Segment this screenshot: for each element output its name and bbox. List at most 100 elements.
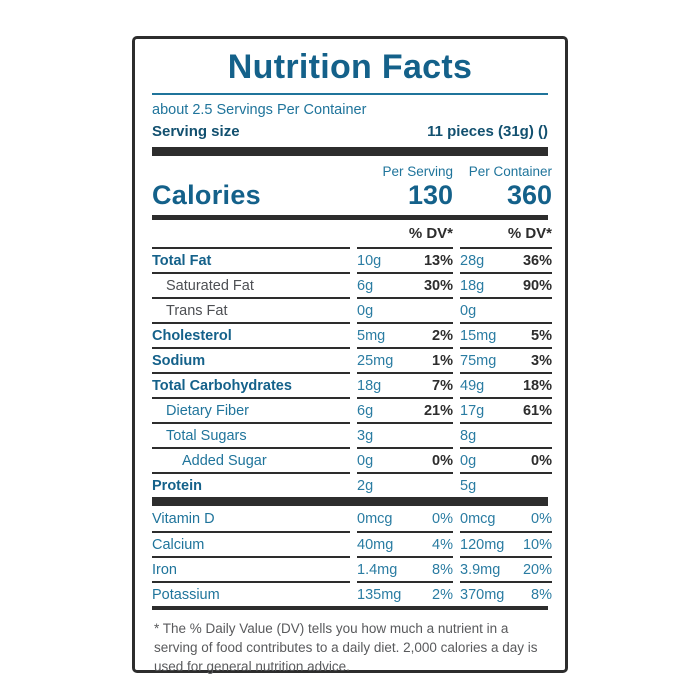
thick-divider-bottom [152, 606, 548, 611]
thick-divider-top [152, 147, 548, 157]
container-amount: 0g [460, 452, 477, 469]
serving-amount: 3g [357, 427, 374, 444]
serving-amount: 10g [357, 252, 382, 269]
nutrient-row: Potassium 135mg 2% 370mg 8% [152, 581, 552, 606]
container-amount: 15mg [460, 327, 497, 344]
container-dv: 61% [522, 402, 552, 419]
calories-label: Calories [152, 180, 261, 211]
micronutrient-rows: Vitamin D 0mcg 0% 0mcg 0% Calcium 40mg 4… [152, 506, 552, 606]
nutrient-name: Potassium [152, 586, 220, 603]
nutrient-row: Vitamin D 0mcg 0% 0mcg 0% [152, 506, 552, 531]
container-amount: 18g [460, 277, 485, 294]
container-dv: 3% [531, 352, 552, 369]
serving-amount: 0g [357, 302, 374, 319]
nutrient-name: Cholesterol [152, 327, 232, 344]
dv-header-container: % DV* [507, 225, 552, 243]
serving-amount: 0g [357, 452, 374, 469]
nutrient-name: Saturated Fat [166, 277, 254, 294]
nutrient-name: Vitamin D [152, 510, 215, 527]
calories-per-serving: 130 [407, 180, 453, 211]
container-dv: 0% [531, 452, 552, 469]
container-dv: 10% [522, 536, 552, 553]
nutrient-row: Iron 1.4mg 8% 3.9mg 20% [152, 556, 552, 581]
nutrient-row: Dietary Fiber 6g 21% 17g 61% [152, 397, 552, 422]
nutrient-row: Saturated Fat 6g 30% 18g 90% [152, 272, 552, 297]
serving-amount: 25mg [357, 352, 394, 369]
serving-dv: 8% [432, 561, 453, 578]
servings-per-container: about 2.5 Servings Per Container [152, 102, 367, 119]
nutrient-rows: Total Fat 10g 13% 28g 36% Saturated Fat … [152, 247, 552, 497]
nutrient-row: Cholesterol 5mg 2% 15mg 5% [152, 322, 552, 347]
serving-amount: 6g [357, 402, 374, 419]
nutrient-name: Dietary Fiber [166, 402, 249, 419]
container-dv: 5% [531, 327, 552, 344]
per-container-header: Per Container [468, 164, 552, 180]
nutrient-row: Total Fat 10g 13% 28g 36% [152, 247, 552, 272]
container-dv: 90% [522, 277, 552, 294]
calories-per-container: 360 [506, 180, 552, 211]
nutrient-row: Calcium 40mg 4% 120mg 10% [152, 531, 552, 556]
dv-header-serving: % DV* [408, 225, 453, 243]
container-dv: 36% [522, 252, 552, 269]
nutrient-row: Sodium 25mg 1% 75mg 3% [152, 347, 552, 372]
nutrient-name: Protein [152, 477, 202, 494]
nutrient-row: Trans Fat 0g 0g [152, 297, 552, 322]
dv-footnote: * The % Daily Value (DV) tells you how m… [154, 621, 538, 674]
thick-divider-calories [152, 215, 548, 221]
container-amount: 5g [460, 477, 477, 494]
container-dv: 0% [531, 510, 552, 527]
serving-amount: 135mg [357, 586, 402, 603]
container-amount: 120mg [460, 536, 505, 553]
container-amount: 49g [460, 377, 485, 394]
serving-dv: 2% [432, 327, 453, 344]
container-dv: 20% [522, 561, 552, 578]
nutrient-name: Total Carbohydrates [152, 377, 292, 394]
serving-dv: 4% [432, 536, 453, 553]
nutrient-row: Total Carbohydrates 18g 7% 49g 18% [152, 372, 552, 397]
nutrient-name: Calcium [152, 536, 205, 553]
serving-dv: 2% [432, 586, 453, 603]
serving-dv: 21% [423, 402, 453, 419]
nutrient-name: Added Sugar [182, 452, 267, 469]
serving-amount: 1.4mg [357, 561, 398, 578]
serving-dv: 0% [432, 510, 453, 527]
calories-column-headers: Per Serving Per Container [152, 156, 552, 180]
dv-header-row: % DV* % DV* [152, 220, 552, 247]
serving-dv: 1% [432, 352, 453, 369]
nutrient-name: Trans Fat [166, 302, 228, 319]
container-amount: 8g [460, 427, 477, 444]
serving-amount: 18g [357, 377, 382, 394]
container-dv: 8% [531, 586, 552, 603]
nutrient-row: Protein 2g 5g [152, 472, 552, 497]
title-divider [152, 93, 548, 96]
label-title: Nutrition Facts [227, 48, 473, 86]
nutrient-name: Total Sugars [166, 427, 247, 444]
container-amount: 75mg [460, 352, 497, 369]
serving-amount: 5mg [357, 327, 386, 344]
per-serving-header: Per Serving [382, 164, 453, 180]
container-dv: 18% [522, 377, 552, 394]
container-amount: 3.9mg [460, 561, 501, 578]
nutrition-facts-label: Nutrition Facts about 2.5 Servings Per C… [132, 36, 568, 674]
thick-divider-protein [152, 497, 548, 507]
nutrient-row: Added Sugar 0g 0% 0g 0% [152, 447, 552, 472]
nutrient-row: Total Sugars 3g 8g [152, 422, 552, 447]
nutrient-name: Sodium [152, 352, 206, 369]
serving-amount: 2g [357, 477, 374, 494]
serving-size-label: Serving size [152, 123, 240, 141]
serving-size-row: Serving size 11 pieces (31g) () [152, 121, 548, 147]
serving-dv: 7% [432, 377, 453, 394]
serving-amount: 0mcg [357, 510, 393, 527]
serving-amount: 40mg [357, 536, 394, 553]
container-amount: 28g [460, 252, 485, 269]
container-amount: 17g [460, 402, 485, 419]
calories-row: Calories 130 360 [152, 179, 552, 215]
serving-amount: 6g [357, 277, 374, 294]
nutrient-name: Total Fat [152, 252, 212, 269]
serving-dv: 30% [423, 277, 453, 294]
container-amount: 370mg [460, 586, 505, 603]
container-amount: 0mcg [460, 510, 496, 527]
serving-dv: 13% [423, 252, 453, 269]
container-amount: 0g [460, 302, 477, 319]
